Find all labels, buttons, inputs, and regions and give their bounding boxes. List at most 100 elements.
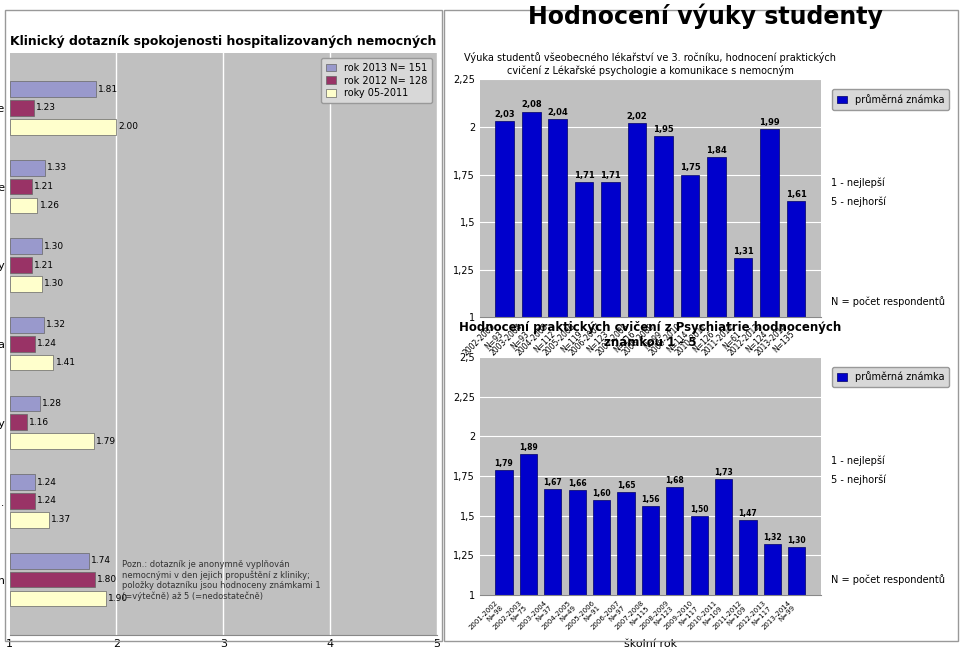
Bar	[522, 112, 540, 317]
Text: 1.74: 1.74	[91, 556, 110, 565]
Bar	[10, 276, 41, 292]
Bar	[10, 434, 94, 449]
Bar	[708, 157, 726, 317]
Bar	[681, 175, 700, 317]
Text: 1.41: 1.41	[56, 358, 76, 367]
Text: 1.30: 1.30	[44, 280, 64, 288]
Text: 1.24: 1.24	[37, 496, 58, 506]
Text: 1,73: 1,73	[714, 468, 733, 477]
X-axis label: školní rok: školní rok	[624, 368, 677, 378]
Bar	[690, 516, 708, 595]
Legend: rok 2013 N= 151, rok 2012 N= 128, roky 05-2011: rok 2013 N= 151, rok 2012 N= 128, roky 0…	[322, 58, 432, 103]
Text: 1,95: 1,95	[653, 125, 674, 134]
Bar	[10, 119, 116, 135]
Text: 1,68: 1,68	[665, 476, 684, 485]
Bar	[715, 479, 732, 595]
Bar	[544, 488, 562, 595]
Text: 1,84: 1,84	[707, 146, 727, 155]
Text: 1,89: 1,89	[519, 443, 538, 452]
Bar	[10, 317, 44, 332]
Bar	[495, 469, 513, 595]
Text: 1 - nejlepší: 1 - nejlepší	[831, 178, 885, 188]
Text: N = počet respondentů: N = počet respondentů	[831, 297, 945, 307]
Bar	[655, 136, 673, 317]
Text: 5 - nejhorší: 5 - nejhorší	[831, 197, 886, 208]
Text: 1.24: 1.24	[37, 477, 58, 486]
Text: 1,65: 1,65	[616, 481, 636, 490]
Text: 1,30: 1,30	[787, 537, 806, 545]
Bar	[10, 553, 88, 568]
Bar	[568, 490, 586, 595]
Bar	[10, 160, 45, 176]
Bar	[617, 492, 635, 595]
Text: 1,66: 1,66	[568, 479, 587, 488]
Bar	[642, 506, 659, 595]
Bar	[495, 121, 514, 317]
Bar	[575, 182, 593, 317]
Bar	[10, 198, 37, 214]
Bar	[10, 414, 27, 430]
Text: Hodnocení výuky studenty: Hodnocení výuky studenty	[528, 3, 883, 29]
Bar	[10, 257, 32, 273]
Text: 2.00: 2.00	[118, 122, 138, 132]
Text: 1,50: 1,50	[690, 505, 708, 514]
Text: 1.21: 1.21	[35, 182, 54, 191]
Title: Výuka studentů všeobecného lékařství ve 3. ročníku, hodnocení praktických
cvičen: Výuka studentů všeobecného lékařství ve …	[465, 52, 836, 76]
Bar	[593, 500, 611, 595]
Text: 2,04: 2,04	[547, 108, 568, 117]
Text: 1.28: 1.28	[41, 399, 61, 408]
Text: 1,79: 1,79	[494, 459, 514, 468]
Legend: průměrná známka: průměrná známka	[832, 89, 949, 110]
Bar	[739, 520, 756, 595]
Text: 1 - nejlepší: 1 - nejlepší	[831, 455, 885, 466]
Text: 1,31: 1,31	[732, 247, 754, 256]
Text: 1.90: 1.90	[108, 594, 128, 603]
Text: 1,71: 1,71	[574, 171, 594, 180]
Bar	[788, 547, 805, 595]
Bar	[10, 474, 36, 490]
Text: N = počet respondentů: N = počet respondentů	[831, 574, 945, 585]
Bar	[760, 129, 779, 317]
Bar	[787, 201, 805, 317]
Bar	[10, 590, 106, 606]
Bar	[733, 258, 753, 317]
Bar	[10, 336, 36, 352]
Text: 1.33: 1.33	[47, 163, 67, 172]
Text: 1.79: 1.79	[96, 437, 116, 446]
Text: 1,61: 1,61	[785, 190, 806, 199]
Text: 1.21: 1.21	[35, 260, 54, 270]
Bar	[520, 453, 537, 595]
Text: 1,75: 1,75	[680, 163, 701, 173]
Bar	[10, 178, 32, 194]
Legend: průměrná známka: průměrná známka	[832, 367, 949, 387]
Bar	[10, 493, 36, 509]
Text: 1,67: 1,67	[543, 478, 563, 486]
Text: 1,47: 1,47	[738, 510, 757, 518]
Text: 1.24: 1.24	[37, 339, 58, 348]
Bar	[10, 512, 49, 527]
Bar	[10, 572, 95, 588]
Bar	[10, 395, 39, 411]
Text: 2,02: 2,02	[627, 112, 648, 121]
Text: 1.37: 1.37	[51, 516, 71, 524]
Text: Klinický dotazník spokojenosti hospitalizovaných nemocných: Klinický dotazník spokojenosti hospitali…	[10, 34, 436, 48]
Bar	[628, 123, 646, 317]
Bar	[764, 544, 780, 595]
Bar	[10, 81, 96, 97]
Bar	[548, 119, 567, 317]
Bar	[601, 182, 620, 317]
Text: 1,60: 1,60	[592, 489, 611, 498]
Text: 1.16: 1.16	[29, 418, 49, 427]
Text: 1,71: 1,71	[600, 171, 621, 180]
Text: 2,03: 2,03	[494, 110, 516, 119]
X-axis label: školní rok: školní rok	[624, 639, 677, 649]
Text: 1,99: 1,99	[759, 118, 780, 126]
Text: 1.80: 1.80	[97, 575, 117, 584]
Bar	[10, 355, 54, 370]
Text: 1.81: 1.81	[98, 85, 118, 94]
Text: 1.23: 1.23	[36, 103, 57, 112]
Text: 1.26: 1.26	[39, 201, 60, 210]
Text: 5 - nejhorší: 5 - nejhorší	[831, 475, 886, 485]
Title: Hodnocení praktických cvičení z Psychiatrie hodnocených
známkou 1 - 5: Hodnocení praktických cvičení z Psychiat…	[459, 321, 842, 349]
Bar	[10, 100, 35, 116]
